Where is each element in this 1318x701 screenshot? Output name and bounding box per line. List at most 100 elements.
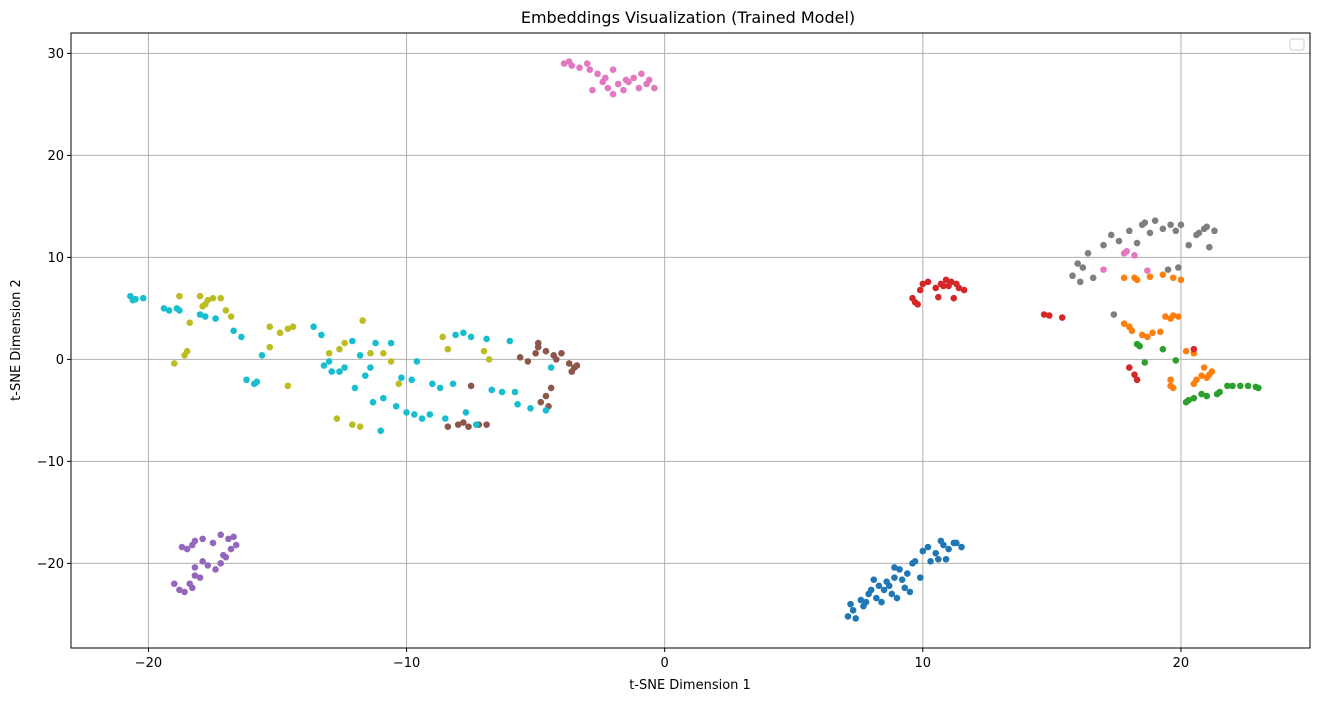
series-9	[127, 292, 555, 435]
data-point	[1182, 347, 1190, 355]
data-point	[558, 349, 565, 357]
data-point	[1045, 312, 1053, 319]
data-point	[852, 615, 859, 622]
data-point	[1172, 357, 1180, 364]
data-point	[284, 325, 292, 333]
data-point	[320, 362, 328, 369]
data-point	[243, 376, 250, 384]
data-point	[284, 382, 292, 390]
data-point	[139, 294, 147, 302]
y-tick-label: 30	[47, 47, 64, 62]
data-point	[565, 360, 573, 367]
data-point	[359, 317, 366, 324]
data-point	[1237, 382, 1244, 390]
data-point	[880, 586, 888, 594]
data-point	[1076, 278, 1084, 286]
data-point	[217, 560, 225, 567]
data-point	[460, 329, 467, 337]
x-tick-label: 0	[661, 656, 669, 671]
series-4	[170, 531, 240, 596]
data-point	[1177, 221, 1185, 229]
data-point	[849, 606, 857, 614]
data-point	[537, 398, 545, 406]
data-point	[367, 364, 374, 371]
data-point	[1058, 314, 1066, 321]
data-point	[893, 594, 901, 602]
data-point	[1206, 243, 1213, 251]
data-point	[955, 284, 963, 292]
data-point	[336, 368, 343, 375]
data-point	[1164, 266, 1172, 273]
data-point	[387, 339, 395, 347]
data-point	[196, 574, 204, 581]
data-point	[1126, 364, 1133, 371]
data-point	[1131, 274, 1138, 282]
data-point	[1146, 273, 1154, 281]
data-point	[906, 588, 914, 596]
data-point	[227, 313, 235, 320]
data-point	[916, 286, 924, 294]
data-point	[638, 70, 645, 78]
series-6	[560, 58, 1151, 274]
data-point	[1120, 320, 1128, 327]
data-point	[506, 337, 514, 345]
data-point	[1141, 359, 1149, 366]
data-point	[609, 90, 617, 98]
x-tick-label: 10	[915, 656, 932, 671]
data-point	[289, 323, 297, 331]
data-point	[942, 555, 950, 563]
data-point	[318, 331, 325, 339]
data-point	[436, 384, 444, 392]
data-point	[924, 278, 932, 286]
data-point	[201, 313, 209, 320]
data-point	[1107, 231, 1115, 239]
data-point	[524, 358, 532, 365]
data-point	[209, 539, 217, 547]
data-point	[408, 376, 416, 384]
data-point	[377, 427, 385, 435]
data-point	[1149, 329, 1156, 337]
data-point	[1167, 376, 1174, 384]
data-point	[176, 586, 183, 594]
data-point	[196, 311, 204, 318]
data-point	[867, 586, 875, 594]
data-point	[1172, 227, 1180, 235]
data-point	[573, 362, 581, 369]
data-point	[635, 84, 643, 92]
data-points	[127, 58, 1262, 622]
data-point	[467, 333, 475, 341]
data-point	[266, 343, 274, 351]
data-point	[369, 398, 377, 406]
data-point	[227, 545, 235, 553]
data-point	[1190, 394, 1198, 402]
data-point	[583, 60, 591, 67]
data-point	[186, 319, 194, 326]
data-point	[873, 594, 880, 602]
data-point	[349, 337, 356, 345]
data-point	[942, 276, 950, 284]
data-point	[950, 294, 958, 302]
data-point	[1100, 266, 1107, 273]
data-point	[372, 339, 379, 347]
x-axis-label: t-SNE Dimension 1	[629, 678, 751, 693]
data-point	[630, 74, 638, 82]
data-point	[325, 349, 333, 357]
axis-ticks: −20 −10 0 10 20 −20 −10 0 10 20 30	[37, 47, 1190, 671]
y-tick-label: −10	[37, 455, 64, 470]
data-point	[209, 294, 217, 302]
data-point	[160, 305, 168, 312]
data-point	[1185, 241, 1192, 249]
data-point	[1126, 227, 1133, 235]
data-point	[1151, 217, 1159, 224]
data-point	[1175, 264, 1182, 271]
data-point	[1203, 392, 1211, 400]
data-point	[387, 358, 395, 365]
data-point	[460, 419, 467, 426]
data-point	[878, 598, 885, 606]
data-point	[547, 364, 555, 371]
data-point	[258, 351, 266, 359]
data-point	[1195, 229, 1203, 237]
data-point	[1089, 274, 1097, 282]
data-point	[395, 380, 403, 388]
data-point	[945, 545, 952, 553]
